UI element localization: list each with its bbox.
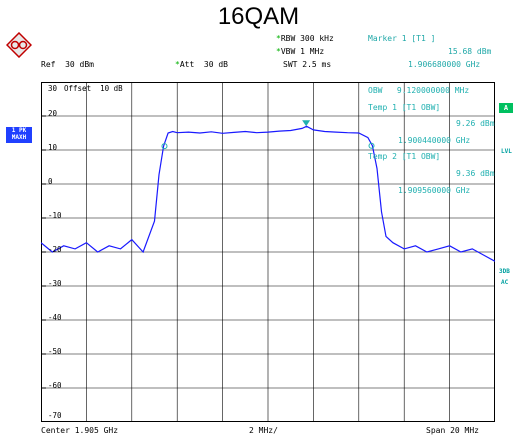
temp-marker-2 (368, 142, 375, 149)
marker-title: Marker 1 [T1 ] (368, 34, 436, 43)
ac-coupling-indicator: AC (501, 279, 509, 286)
a-indicator-badge: A (499, 103, 513, 113)
y-tick-label: -40 (48, 313, 62, 322)
marker-1-triangle (302, 120, 311, 127)
ref-level-readout: Ref 30 dBm (41, 60, 94, 69)
swt-readout: SWT 2.5 ms (283, 60, 332, 69)
y-tick-label: -70 (48, 411, 62, 420)
obw-overlay-panel: OBW 9.120000000 MHz Temp 1 [T1 OBW] 9.26 d… (368, 86, 495, 195)
vbw-readout: *VBW 1 MHz (276, 47, 325, 56)
y-tick-label: -60 (48, 381, 62, 390)
spectrum-plot (41, 82, 495, 422)
temp-marker-1 (161, 143, 168, 150)
lvl-indicator: LVL (501, 148, 512, 155)
y-tick-label: 10 (48, 143, 58, 152)
rohde-schwarz-logo-icon (6, 32, 32, 58)
offset-label: Offset 10 dB (64, 84, 123, 93)
chart-title: 16QAM (217, 3, 300, 30)
3db-indicator: 3DB (499, 268, 510, 275)
y-tick-label: -30 (48, 279, 62, 288)
y-tick-label: -50 (48, 347, 62, 356)
marker-level: 15.68 dBm (448, 47, 492, 56)
y-tick-label: 30 (48, 84, 58, 93)
y-tick-label: -20 (48, 245, 62, 254)
y-tick-label: 20 (48, 109, 58, 118)
trace-mode-badge: 1 PK MAXH (6, 127, 32, 143)
y-tick-label: -10 (48, 211, 62, 220)
span-label: Span 20 MHz (426, 426, 479, 435)
center-frequency-label: Center 1.905 GHz (41, 426, 119, 435)
attenuation-readout: *Att 30 dB (175, 60, 228, 69)
y-tick-label: 0 (48, 177, 53, 186)
division-label: 2 MHz/ (249, 426, 278, 435)
rbw-readout: *RBW 300 kHz (276, 34, 334, 43)
marker-frequency: 1.906680000 GHz (408, 60, 481, 69)
spectrum-trace (41, 125, 495, 262)
